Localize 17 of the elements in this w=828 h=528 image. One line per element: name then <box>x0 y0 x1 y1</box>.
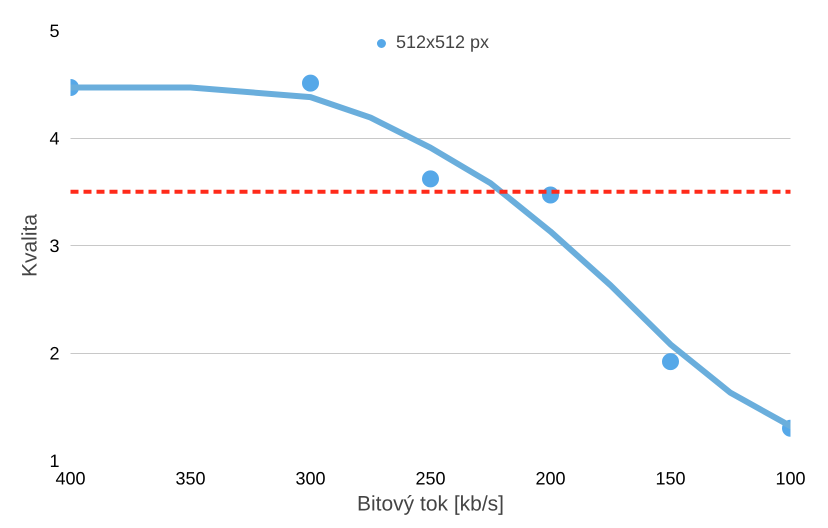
x-tick-label: 400 <box>55 468 86 488</box>
y-tick-label: 5 <box>49 21 60 41</box>
x-tick-label: 300 <box>295 468 326 488</box>
y-tick-label: 2 <box>49 344 60 364</box>
x-tick-label: 250 <box>415 468 446 488</box>
point <box>422 170 439 188</box>
y-tick-label: 4 <box>49 128 60 148</box>
y-tick-label: 1 <box>49 451 60 471</box>
y-axis-title: Kvalita <box>18 214 42 278</box>
legend-label: 512x512 px <box>396 32 490 53</box>
x-tick-label: 200 <box>535 468 566 488</box>
y-tick-label: 3 <box>49 236 60 256</box>
x-axis-title: Bitový tok [kb/s] <box>356 492 504 516</box>
x-tick-label: 150 <box>655 468 686 488</box>
point <box>302 74 319 92</box>
x-tick-label: 350 <box>175 468 206 488</box>
x-tick-label: 100 <box>775 468 806 488</box>
